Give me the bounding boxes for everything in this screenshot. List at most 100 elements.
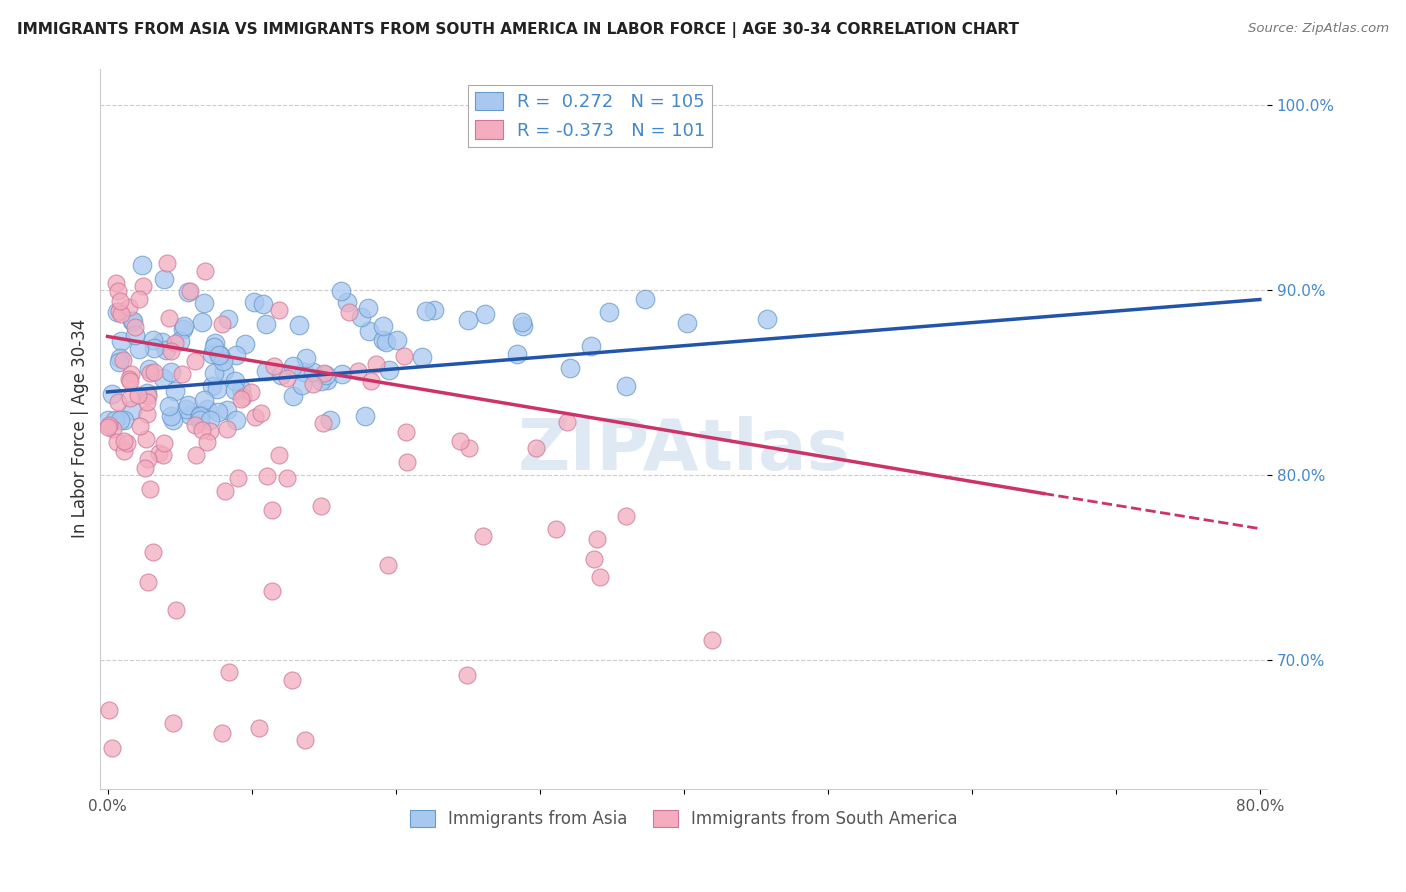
Point: [107, 284, 129, 298]
Point: [101, 421, 124, 435]
Point: [105, 305, 128, 319]
Point: [330, 285, 353, 299]
Point: [110, 334, 132, 349]
Point: [314, 367, 336, 381]
Point: [295, 351, 318, 365]
Point: [395, 425, 418, 439]
Point: [188, 409, 211, 423]
Point: [336, 294, 359, 309]
Point: [347, 364, 370, 378]
Point: [231, 382, 253, 396]
Point: [598, 304, 620, 318]
Point: [349, 310, 371, 325]
Point: [138, 361, 160, 376]
Point: [136, 385, 159, 400]
Point: [108, 304, 131, 318]
Point: [281, 388, 304, 402]
Point: [97, 412, 120, 426]
Point: [377, 558, 399, 573]
Point: [233, 337, 256, 351]
Point: [195, 435, 218, 450]
Point: [110, 307, 132, 321]
Point: [157, 310, 180, 325]
Point: [287, 318, 309, 332]
Point: [457, 313, 479, 327]
Point: [184, 448, 207, 462]
Point: [153, 435, 176, 450]
Point: [179, 285, 201, 299]
Point: [110, 351, 132, 365]
Point: [124, 328, 146, 343]
Point: [162, 412, 184, 426]
Point: [150, 334, 173, 349]
Point: [260, 584, 283, 599]
Point: [165, 384, 187, 398]
Point: [357, 301, 380, 316]
Point: [281, 673, 304, 687]
Point: [122, 314, 145, 328]
Point: [217, 403, 239, 417]
Point: [211, 726, 233, 740]
Point: [160, 409, 183, 423]
Point: [112, 412, 135, 426]
Point: [254, 317, 277, 331]
Point: [581, 339, 603, 353]
Point: [136, 574, 159, 589]
Y-axis label: In Labor Force | Age 30-34: In Labor Force | Age 30-34: [72, 319, 89, 539]
Point: [155, 343, 177, 357]
Point: [217, 422, 239, 436]
Point: [127, 388, 149, 402]
Point: [128, 293, 150, 307]
Point: [165, 602, 187, 616]
Point: [207, 405, 229, 419]
Point: [142, 341, 165, 355]
Point: [312, 417, 335, 431]
Point: [276, 371, 298, 385]
Point: [198, 424, 221, 438]
Point: [118, 372, 141, 386]
Point: [152, 371, 174, 385]
Point: [211, 353, 233, 368]
Point: [319, 412, 342, 426]
Point: [157, 399, 180, 413]
Point: [276, 470, 298, 484]
Point: [172, 322, 194, 336]
Point: [315, 368, 337, 382]
Point: [142, 545, 165, 559]
Point: [385, 333, 408, 347]
Point: [120, 392, 142, 406]
Point: [269, 303, 291, 318]
Point: [700, 633, 723, 648]
Point: [173, 319, 195, 334]
Point: [245, 409, 267, 424]
Point: [239, 385, 262, 400]
Point: [183, 418, 205, 433]
Point: [392, 350, 415, 364]
Point: [131, 258, 153, 272]
Point: [108, 412, 131, 426]
Point: [104, 412, 127, 426]
Point: [204, 336, 226, 351]
Point: [270, 368, 292, 383]
Point: [422, 302, 444, 317]
Point: [247, 721, 270, 735]
Point: [160, 344, 183, 359]
Point: [291, 378, 314, 392]
Point: [456, 668, 478, 682]
Point: [294, 733, 316, 747]
Point: [208, 348, 231, 362]
Point: [172, 368, 194, 382]
Point: [371, 333, 394, 347]
Point: [218, 665, 240, 679]
Point: [224, 374, 246, 388]
Point: [256, 469, 278, 483]
Point: [208, 348, 231, 362]
Point: [585, 532, 607, 546]
Point: [169, 334, 191, 349]
Point: [112, 443, 135, 458]
Point: [202, 340, 225, 354]
Point: [449, 434, 471, 449]
Point: [188, 409, 211, 423]
Point: [121, 403, 143, 417]
Text: Source: ZipAtlas.com: Source: ZipAtlas.com: [1249, 22, 1389, 36]
